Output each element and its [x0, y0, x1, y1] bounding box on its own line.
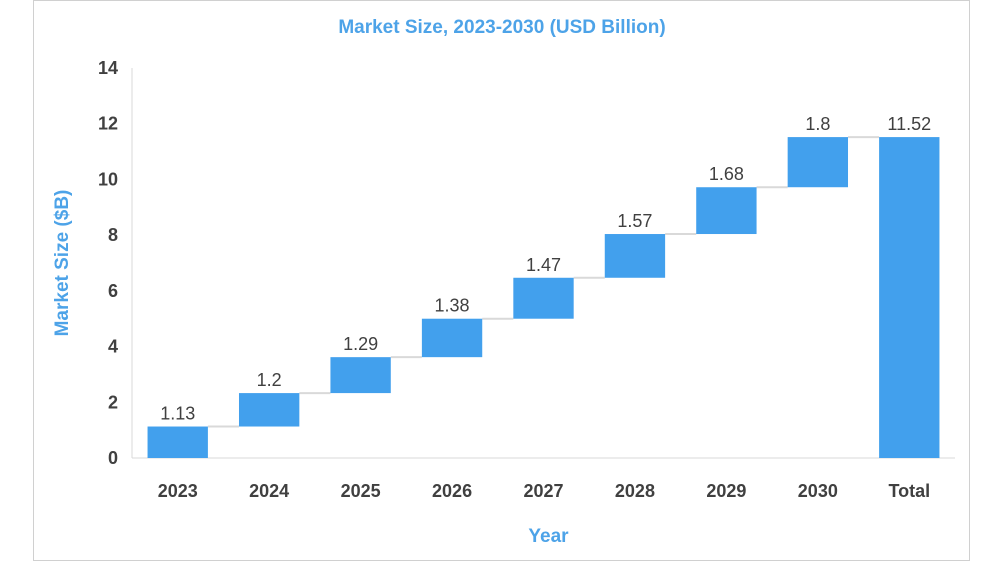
bar [147, 426, 208, 458]
x-tick-label: 2025 [341, 481, 381, 501]
chart-title: Market Size, 2023-2030 (USD Billion) [338, 17, 666, 38]
bar [421, 318, 483, 358]
data-label: 1.8 [805, 114, 830, 134]
x-tick-label: 2024 [249, 481, 289, 501]
x-tick-label: Total [888, 481, 930, 501]
data-label: 1.2 [257, 370, 282, 390]
axes [131, 68, 955, 459]
x-tick-label: 2023 [158, 481, 198, 501]
data-label: 1.57 [617, 211, 652, 231]
y-tick-label: 12 [98, 114, 118, 134]
y-tick-label: 10 [98, 169, 118, 189]
data-label: 1.29 [343, 334, 378, 354]
y-tick-label: 2 [108, 392, 118, 412]
data-label: 1.13 [160, 404, 195, 424]
chart-frame [33, 0, 970, 561]
connectors [207, 136, 880, 428]
tick-labels: 0 2 4 6 8 10 12 14 2023 2024 2025 2026 2027 2028 2029 2… [98, 58, 930, 501]
bar [513, 277, 574, 319]
x-axis-title: Year [528, 526, 569, 547]
y-tick-label: 6 [108, 281, 118, 301]
bar [696, 187, 757, 235]
data-label: 1.47 [526, 255, 561, 275]
bar [879, 137, 940, 459]
data-label: 1.38 [435, 296, 470, 316]
y-axis-title: Market Size ($B) [52, 190, 73, 337]
y-tick-label: 14 [98, 58, 118, 78]
x-tick-label: 2029 [706, 481, 746, 501]
x-tick-label: 2030 [798, 481, 838, 501]
data-label: 1.68 [709, 164, 744, 184]
y-tick-label: 0 [108, 448, 118, 468]
y-tick-label: 4 [108, 337, 118, 357]
bar [604, 234, 666, 278]
data-label: 11.52 [887, 114, 931, 134]
y-tick-label: 8 [108, 225, 118, 245]
bar [238, 393, 300, 427]
bar [330, 357, 391, 394]
data-labels: 1.13 1.2 1.29 1.38 1.47 1.57 1.68 1.8 11.52 [160, 114, 931, 423]
bars [147, 137, 940, 459]
x-tick-label: 2027 [523, 481, 563, 501]
x-tick-label: 2028 [615, 481, 655, 501]
bar [787, 137, 849, 188]
x-tick-label: 2026 [432, 481, 472, 501]
